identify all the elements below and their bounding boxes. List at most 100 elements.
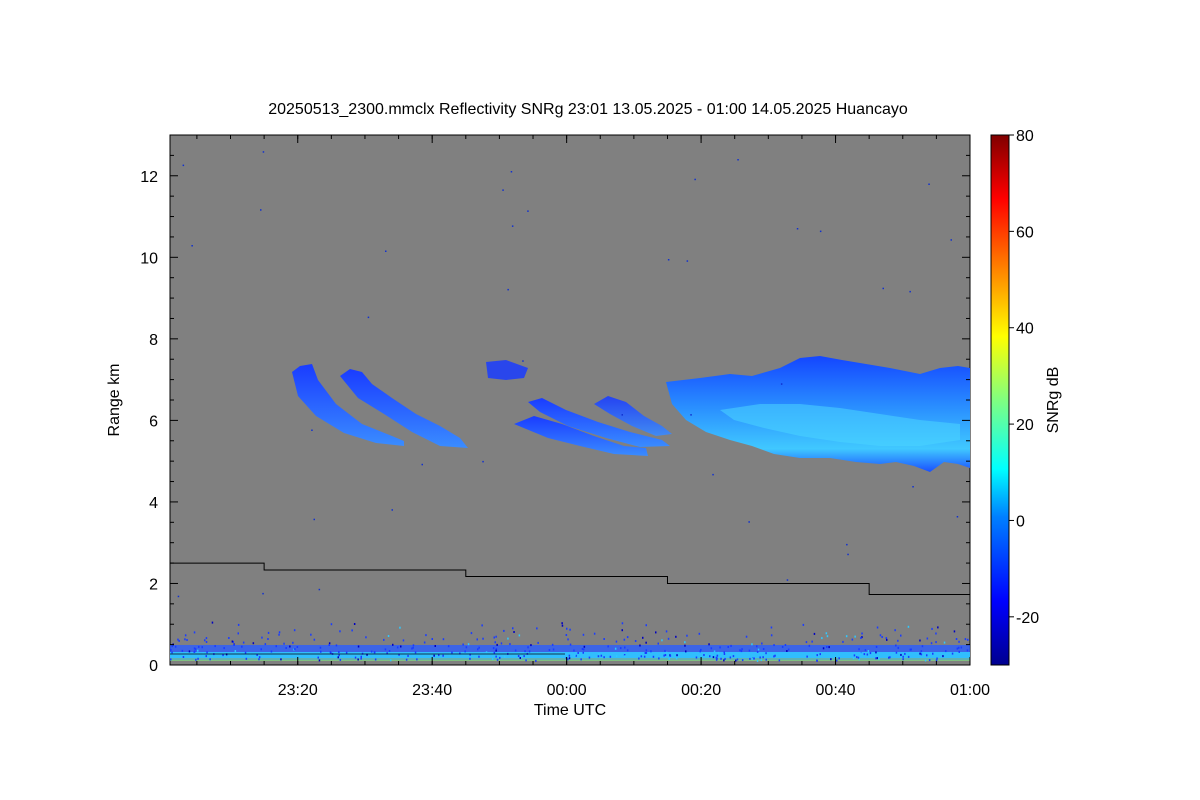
speckle-dot [351, 629, 353, 632]
speckle-dot [652, 655, 655, 658]
y-tick-label: 12 [140, 169, 158, 186]
speckle-dot [502, 189, 504, 191]
speckle-dot [912, 486, 914, 488]
speckle-dot [786, 579, 789, 581]
speckle-dot [482, 637, 484, 640]
speckle-dot [313, 518, 315, 521]
speckle-dot [491, 658, 494, 661]
speckle-dot [232, 640, 234, 643]
speckle-dot [517, 655, 520, 657]
speckle-dot [244, 651, 247, 654]
speckle-dot [222, 654, 224, 657]
speckle-dot [495, 648, 498, 651]
speckle-dot [339, 630, 341, 633]
speckle-dot [569, 643, 572, 646]
speckle-dot [237, 632, 239, 635]
speckle-dot [937, 626, 939, 629]
speckle-dot [885, 637, 888, 640]
speckle-dot [668, 657, 670, 660]
speckle-dot [597, 655, 600, 658]
speckle-dot [717, 651, 720, 654]
speckle-dot [851, 638, 854, 641]
speckle-dot [285, 647, 287, 649]
speckle-dot [700, 648, 702, 651]
speckle-dot [748, 649, 751, 652]
speckle-dot [858, 658, 860, 661]
speckle-dot [878, 658, 880, 661]
speckle-dot [640, 655, 643, 658]
speckle-dot [357, 645, 360, 648]
speckle-dot [262, 592, 264, 595]
speckle-dot [464, 650, 466, 653]
speckle-dot [967, 638, 969, 641]
speckle-dot [205, 637, 208, 640]
speckle-dot [924, 659, 927, 662]
speckle-dot [737, 159, 739, 161]
speckle-dot [900, 653, 902, 656]
speckle-dot [928, 659, 931, 662]
speckle-dot [258, 656, 261, 659]
speckle-dot [684, 644, 686, 647]
speckle-dot [935, 632, 937, 635]
colorbar-tick-label: 40 [1016, 321, 1034, 338]
speckle-dot [462, 643, 464, 646]
speckle-dot [310, 633, 312, 636]
speckle-dot [260, 648, 262, 651]
speckle-dot [644, 652, 647, 654]
speckle-dot [193, 647, 196, 650]
speckle-dot [751, 643, 753, 646]
speckle-dot [860, 652, 862, 655]
speckle-dot [900, 634, 902, 637]
speckle-dot [231, 640, 234, 643]
speckle-dot [695, 656, 698, 659]
speckle-dot [684, 641, 686, 644]
speckle-dot [317, 656, 319, 659]
speckle-dot [730, 644, 732, 647]
speckle-dot [727, 646, 729, 648]
speckle-dot [780, 383, 783, 385]
speckle-dot [960, 646, 963, 649]
speckle-dot [861, 632, 863, 635]
speckle-dot [530, 644, 532, 647]
speckle-dot [773, 644, 775, 647]
speckle-dot [223, 647, 225, 650]
speckle-dot [399, 626, 401, 629]
speckle-dot [926, 637, 929, 640]
speckle-dot [197, 657, 199, 660]
speckle-dot [495, 635, 497, 638]
speckle-dot [819, 653, 821, 656]
speckle-dot [552, 648, 555, 651]
speckle-dot [866, 653, 869, 656]
speckle-dot [170, 648, 172, 651]
speckle-dot [178, 639, 180, 642]
speckle-dot [665, 630, 668, 633]
speckle-dot [357, 658, 359, 661]
fallstreak-1 [292, 364, 404, 446]
speckle-dot [193, 631, 196, 634]
speckle-dot [852, 657, 855, 660]
speckle-dot [645, 624, 647, 627]
speckle-dot [228, 637, 230, 639]
speckle-dot [842, 640, 844, 643]
y-tick-label: 4 [149, 495, 158, 512]
speckle-dot [574, 654, 576, 657]
speckle-dot [414, 651, 417, 654]
speckle-dot [367, 316, 370, 319]
colorbar-tick-label: 80 [1016, 128, 1034, 145]
speckle-dot [234, 650, 237, 652]
y-axis-label: Range km [106, 364, 123, 437]
speckle-dot [802, 623, 805, 626]
speckle-dot [465, 646, 468, 649]
speckle-dot [469, 653, 471, 656]
speckle-dot [405, 658, 408, 661]
speckle-dot [241, 645, 243, 648]
speckle-dot [723, 659, 725, 662]
speckle-dot [936, 657, 938, 660]
x-tick-label: 00:40 [816, 682, 856, 699]
speckle-dot [736, 658, 739, 661]
speckle-dot [935, 641, 937, 644]
speckle-dot [568, 657, 571, 660]
speckle-dot [194, 648, 197, 651]
speckle-dot [511, 225, 514, 227]
speckle-dot [699, 650, 701, 653]
